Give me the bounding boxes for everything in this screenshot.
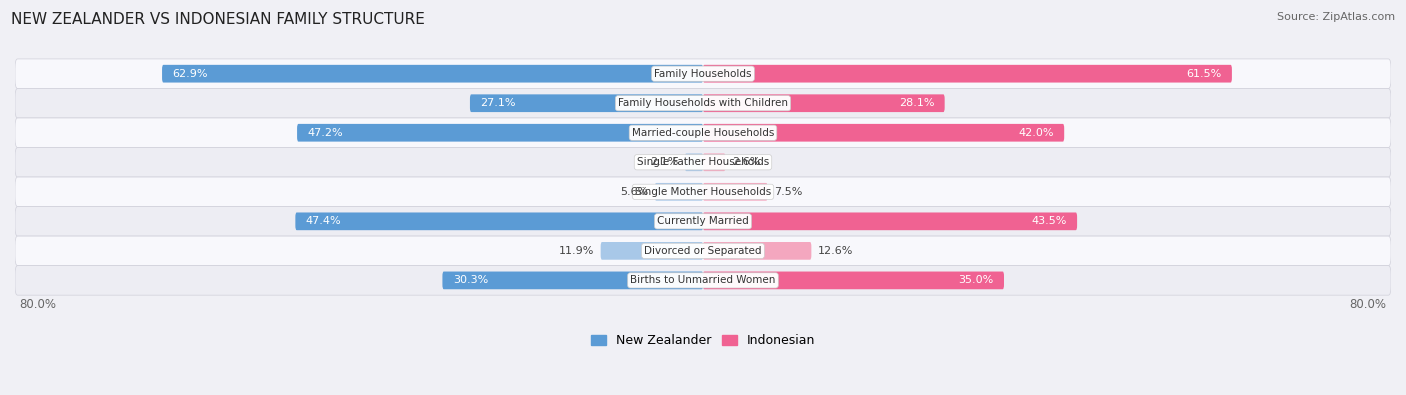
Text: 11.9%: 11.9% <box>558 246 593 256</box>
Text: 47.2%: 47.2% <box>308 128 343 138</box>
FancyBboxPatch shape <box>655 183 703 201</box>
FancyBboxPatch shape <box>685 153 703 171</box>
Text: 28.1%: 28.1% <box>898 98 935 108</box>
FancyBboxPatch shape <box>15 236 1391 265</box>
FancyBboxPatch shape <box>703 242 811 260</box>
Text: Married-couple Households: Married-couple Households <box>631 128 775 138</box>
FancyBboxPatch shape <box>15 59 1391 88</box>
Text: 43.5%: 43.5% <box>1032 216 1067 226</box>
Text: 7.5%: 7.5% <box>775 187 803 197</box>
Text: 35.0%: 35.0% <box>959 275 994 286</box>
Text: Currently Married: Currently Married <box>657 216 749 226</box>
FancyBboxPatch shape <box>297 124 703 142</box>
Text: 12.6%: 12.6% <box>818 246 853 256</box>
FancyBboxPatch shape <box>703 213 1077 230</box>
FancyBboxPatch shape <box>162 65 703 83</box>
Text: Single Mother Households: Single Mother Households <box>636 187 770 197</box>
Text: 61.5%: 61.5% <box>1187 69 1222 79</box>
Text: 27.1%: 27.1% <box>481 98 516 108</box>
Text: 80.0%: 80.0% <box>1350 298 1386 311</box>
FancyBboxPatch shape <box>15 265 1391 295</box>
Text: 5.6%: 5.6% <box>620 187 648 197</box>
Legend: New Zealander, Indonesian: New Zealander, Indonesian <box>591 334 815 347</box>
Text: Family Households: Family Households <box>654 69 752 79</box>
FancyBboxPatch shape <box>443 271 703 289</box>
Text: Divorced or Separated: Divorced or Separated <box>644 246 762 256</box>
FancyBboxPatch shape <box>703 153 725 171</box>
Text: 47.4%: 47.4% <box>305 216 342 226</box>
Text: 62.9%: 62.9% <box>173 69 208 79</box>
Text: Single Father Households: Single Father Households <box>637 157 769 167</box>
Text: Births to Unmarried Women: Births to Unmarried Women <box>630 275 776 286</box>
FancyBboxPatch shape <box>15 207 1391 236</box>
FancyBboxPatch shape <box>703 124 1064 142</box>
FancyBboxPatch shape <box>15 147 1391 177</box>
FancyBboxPatch shape <box>703 94 945 112</box>
FancyBboxPatch shape <box>703 183 768 201</box>
FancyBboxPatch shape <box>295 213 703 230</box>
FancyBboxPatch shape <box>470 94 703 112</box>
FancyBboxPatch shape <box>703 271 1004 289</box>
FancyBboxPatch shape <box>703 65 1232 83</box>
Text: 2.6%: 2.6% <box>733 157 761 167</box>
Text: 30.3%: 30.3% <box>453 275 488 286</box>
FancyBboxPatch shape <box>600 242 703 260</box>
Text: 42.0%: 42.0% <box>1018 128 1054 138</box>
Text: Family Households with Children: Family Households with Children <box>619 98 787 108</box>
Text: Source: ZipAtlas.com: Source: ZipAtlas.com <box>1277 12 1395 22</box>
FancyBboxPatch shape <box>15 177 1391 207</box>
Text: 2.1%: 2.1% <box>650 157 678 167</box>
FancyBboxPatch shape <box>15 118 1391 147</box>
Text: NEW ZEALANDER VS INDONESIAN FAMILY STRUCTURE: NEW ZEALANDER VS INDONESIAN FAMILY STRUC… <box>11 12 425 27</box>
Text: 80.0%: 80.0% <box>20 298 56 311</box>
FancyBboxPatch shape <box>15 88 1391 118</box>
